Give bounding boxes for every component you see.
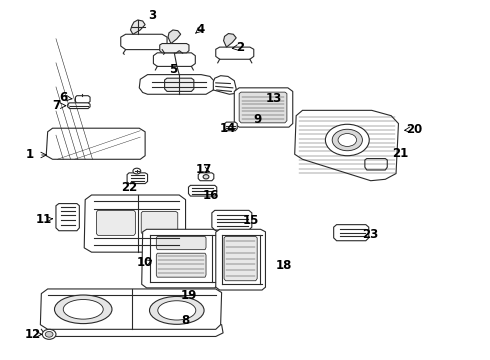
Polygon shape (224, 122, 237, 131)
Polygon shape (160, 44, 189, 53)
Text: 7: 7 (52, 99, 60, 112)
Text: 16: 16 (203, 189, 219, 202)
Text: 3: 3 (148, 9, 156, 22)
Polygon shape (142, 229, 218, 288)
Polygon shape (216, 47, 254, 59)
Text: 2: 2 (236, 41, 244, 54)
Polygon shape (234, 88, 293, 127)
Ellipse shape (338, 134, 357, 147)
Polygon shape (165, 78, 194, 91)
Polygon shape (168, 30, 181, 44)
Text: 14: 14 (220, 122, 236, 135)
Polygon shape (198, 173, 214, 181)
Text: 6: 6 (60, 91, 68, 104)
Polygon shape (224, 237, 257, 281)
Text: 19: 19 (181, 288, 197, 302)
Ellipse shape (325, 124, 369, 156)
Polygon shape (97, 210, 135, 235)
Ellipse shape (332, 129, 363, 151)
Text: 1: 1 (25, 148, 34, 162)
Ellipse shape (63, 300, 103, 319)
Polygon shape (239, 92, 287, 123)
Text: 5: 5 (169, 63, 177, 76)
Ellipse shape (149, 296, 204, 324)
Circle shape (42, 329, 56, 339)
Polygon shape (365, 158, 387, 170)
Polygon shape (40, 289, 221, 329)
Text: 22: 22 (121, 181, 137, 194)
Polygon shape (127, 173, 147, 184)
Polygon shape (216, 229, 266, 290)
Text: 11: 11 (36, 213, 52, 226)
Text: 15: 15 (243, 213, 259, 226)
Polygon shape (223, 33, 236, 47)
Polygon shape (141, 211, 178, 234)
Polygon shape (56, 203, 79, 231)
Text: 13: 13 (266, 92, 282, 105)
Polygon shape (130, 20, 145, 34)
Polygon shape (139, 75, 215, 94)
Polygon shape (294, 111, 398, 181)
Polygon shape (68, 103, 90, 109)
Polygon shape (189, 185, 217, 196)
Text: 17: 17 (196, 163, 212, 176)
Text: 8: 8 (181, 314, 190, 327)
Polygon shape (213, 76, 236, 94)
Polygon shape (84, 195, 186, 252)
Polygon shape (156, 237, 206, 249)
Text: 10: 10 (137, 256, 153, 269)
Circle shape (133, 168, 141, 174)
Text: 4: 4 (196, 23, 204, 36)
Text: 21: 21 (392, 147, 408, 160)
Circle shape (203, 175, 209, 179)
Polygon shape (156, 253, 206, 277)
Text: 20: 20 (406, 123, 423, 136)
Text: 23: 23 (363, 228, 379, 241)
Text: 12: 12 (25, 328, 41, 341)
Polygon shape (212, 210, 252, 230)
Polygon shape (153, 53, 196, 66)
Circle shape (45, 332, 53, 337)
Polygon shape (46, 128, 145, 159)
Ellipse shape (158, 301, 196, 320)
Text: 9: 9 (253, 113, 261, 126)
Polygon shape (121, 34, 167, 50)
Ellipse shape (54, 295, 112, 324)
Polygon shape (75, 96, 90, 103)
Text: 18: 18 (276, 258, 292, 271)
Polygon shape (334, 225, 369, 241)
